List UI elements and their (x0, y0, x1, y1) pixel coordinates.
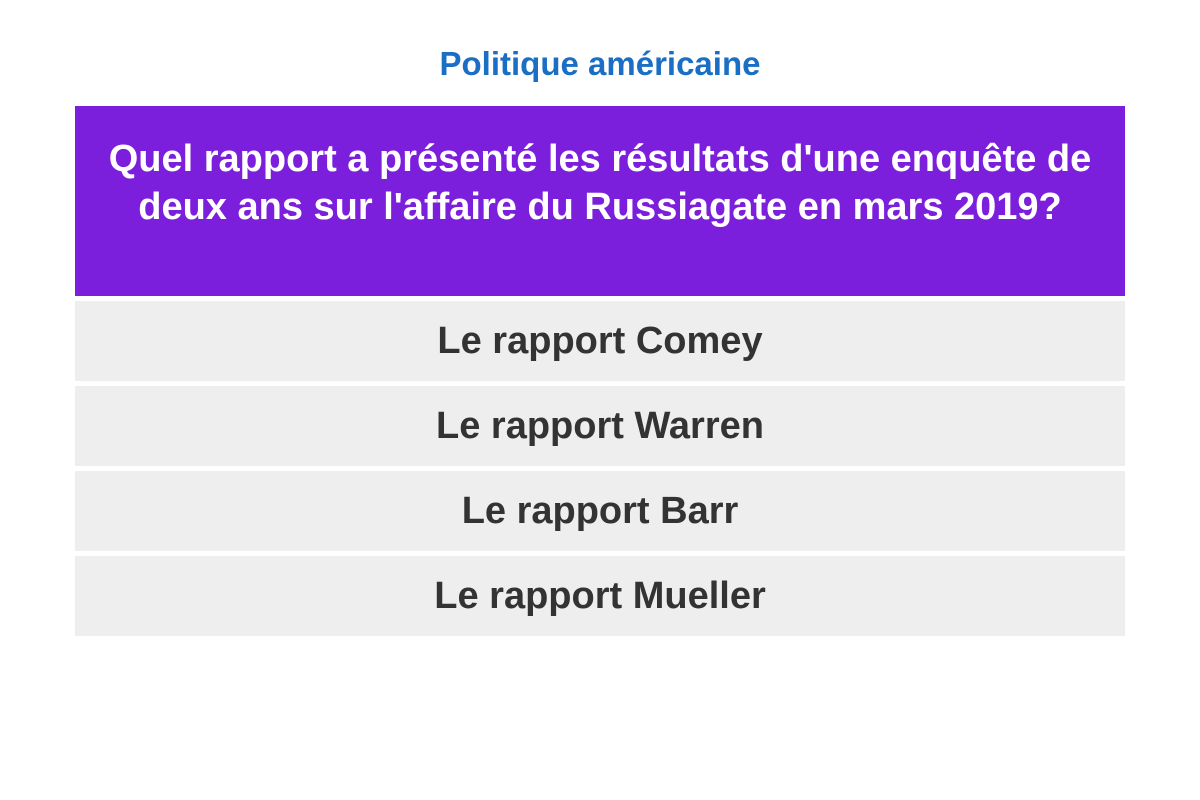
answer-list: Le rapport Comey Le rapport Warren Le ra… (75, 301, 1125, 636)
answer-option-4[interactable]: Le rapport Mueller (75, 556, 1125, 636)
category-title: Politique américaine (439, 45, 761, 82)
quiz-card: Quel rapport a présenté les résultats d'… (75, 106, 1125, 641)
answer-option-3[interactable]: Le rapport Barr (75, 471, 1125, 551)
answer-option-1[interactable]: Le rapport Comey (75, 301, 1125, 381)
answer-option-2[interactable]: Le rapport Warren (75, 386, 1125, 466)
question-text: Quel rapport a présenté les résultats d'… (75, 106, 1125, 296)
